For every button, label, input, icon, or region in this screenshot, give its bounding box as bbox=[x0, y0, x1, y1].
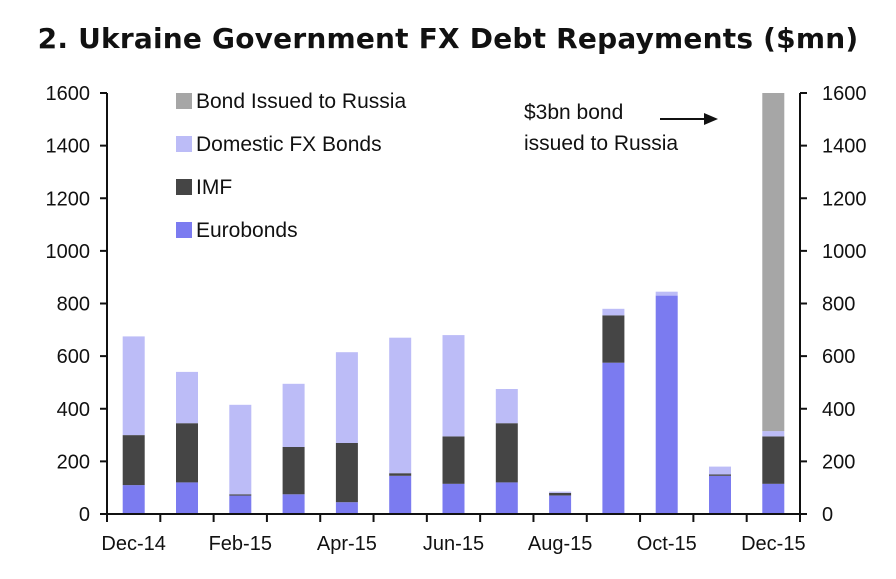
bar-domestic-fx-bonds-apr-15 bbox=[335, 352, 358, 443]
bar-domestic-fx-bonds-nov-15 bbox=[709, 466, 731, 475]
annotation-text: issued to Russia bbox=[524, 132, 678, 155]
annotation-text: $3bn bond bbox=[524, 101, 623, 124]
bar-eurobonds-mar-15 bbox=[282, 494, 305, 514]
x-tick-label: Jun-15 bbox=[423, 533, 484, 555]
bar-imf-sep-15 bbox=[602, 315, 625, 363]
x-tick-label: Oct-15 bbox=[637, 533, 697, 555]
bar-domestic-fx-bonds-sep-15 bbox=[602, 308, 625, 316]
y-tick-label-left: 1200 bbox=[46, 188, 91, 210]
annotation-arrow-head bbox=[704, 113, 718, 125]
y-tick-label-right: 1000 bbox=[822, 241, 867, 263]
bar-imf-may-15 bbox=[389, 473, 412, 476]
legend-swatch bbox=[176, 136, 192, 152]
bar-imf-jun-15 bbox=[442, 436, 465, 484]
bars-layer bbox=[122, 93, 785, 514]
bar-imf-mar-15 bbox=[282, 446, 305, 495]
y-tick-label-left: 200 bbox=[57, 451, 90, 473]
bar-imf-nov-15 bbox=[709, 474, 731, 476]
bar-eurobonds-dec-15 bbox=[762, 483, 785, 514]
bar-domestic-fx-bonds-aug-15 bbox=[549, 491, 572, 493]
bar-eurobonds-feb-15 bbox=[229, 495, 252, 514]
x-tick-label: Feb-15 bbox=[209, 533, 272, 555]
y-tick-label-right: 1400 bbox=[822, 136, 867, 158]
bar-domestic-fx-bonds-feb-15 bbox=[229, 404, 252, 495]
x-tick-label: Dec-15 bbox=[741, 533, 805, 555]
bar-imf-dec-14 bbox=[122, 435, 145, 486]
legend-label: Domestic FX Bonds bbox=[196, 133, 382, 156]
bar-imf-jan-15 bbox=[176, 423, 198, 483]
bar-imf-apr-15 bbox=[335, 443, 358, 503]
annotation: $3bn bond issued to Russia bbox=[524, 101, 718, 155]
y-tick-label-right: 600 bbox=[822, 346, 855, 368]
chart-title: 2. Ukraine Government FX Debt Repayments… bbox=[37, 22, 859, 55]
legend-label: Eurobonds bbox=[196, 219, 298, 242]
bar-imf-dec-15 bbox=[762, 436, 785, 484]
y-tick-label-right: 200 bbox=[822, 451, 855, 473]
y-tick-label-right: 800 bbox=[822, 294, 855, 316]
legend-label: IMF bbox=[196, 176, 232, 199]
bar-eurobonds-jul-15 bbox=[495, 482, 518, 514]
bar-imf-jul-15 bbox=[495, 423, 518, 483]
bar-eurobonds-sep-15 bbox=[602, 362, 625, 514]
legend-swatch bbox=[176, 179, 192, 195]
bar-eurobonds-dec-14 bbox=[122, 485, 145, 514]
x-tick-label: Apr-15 bbox=[317, 533, 377, 555]
bar-domestic-fx-bonds-mar-15 bbox=[282, 383, 305, 447]
legend: Bond Issued to Russia Domestic FX Bonds IM… bbox=[176, 90, 406, 242]
bar-eurobonds-may-15 bbox=[389, 475, 412, 514]
bar-domestic-fx-bonds-jul-15 bbox=[495, 389, 518, 424]
y-tick-label-left: 0 bbox=[79, 504, 90, 526]
y-tick-label-left: 1400 bbox=[46, 136, 91, 158]
bar-eurobonds-oct-15 bbox=[655, 295, 678, 514]
y-tick-label-left: 1600 bbox=[46, 83, 91, 105]
bar-eurobonds-nov-15 bbox=[709, 475, 731, 514]
bar-domestic-fx-bonds-oct-15 bbox=[655, 291, 678, 296]
bar-bond-issued-to-russia-dec-15 bbox=[762, 93, 785, 432]
legend-label: Bond Issued to Russia bbox=[196, 90, 406, 113]
y-tick-label-right: 1600 bbox=[822, 83, 867, 105]
axes-layer: 0 0 200 200 400 400 600 600 800 800 1000 1000 1200 12… bbox=[46, 83, 867, 555]
x-tick-label: Dec-14 bbox=[101, 533, 165, 555]
bar-eurobonds-jun-15 bbox=[442, 483, 465, 514]
bar-domestic-fx-bonds-jan-15 bbox=[176, 371, 198, 424]
legend-swatch bbox=[176, 93, 192, 109]
bar-eurobonds-jan-15 bbox=[176, 482, 198, 514]
bar-eurobonds-apr-15 bbox=[335, 502, 358, 514]
y-tick-label-right: 400 bbox=[822, 399, 855, 421]
y-tick-label-left: 800 bbox=[57, 294, 90, 316]
y-tick-label-right: 0 bbox=[822, 504, 833, 526]
y-tick-label-left: 400 bbox=[57, 399, 90, 421]
y-tick-label-left: 1000 bbox=[46, 241, 91, 263]
bar-domestic-fx-bonds-dec-14 bbox=[122, 336, 145, 436]
bar-imf-feb-15 bbox=[229, 494, 252, 496]
bar-imf-aug-15 bbox=[549, 492, 572, 496]
legend-swatch bbox=[176, 222, 192, 238]
bar-domestic-fx-bonds-may-15 bbox=[389, 337, 412, 474]
x-tick-label: Aug-15 bbox=[528, 533, 593, 555]
y-tick-label-right: 1200 bbox=[822, 188, 867, 210]
bar-domestic-fx-bonds-dec-15 bbox=[762, 431, 785, 437]
bar-eurobonds-aug-15 bbox=[549, 495, 572, 514]
y-tick-label-left: 600 bbox=[57, 346, 90, 368]
bar-domestic-fx-bonds-jun-15 bbox=[442, 335, 465, 437]
